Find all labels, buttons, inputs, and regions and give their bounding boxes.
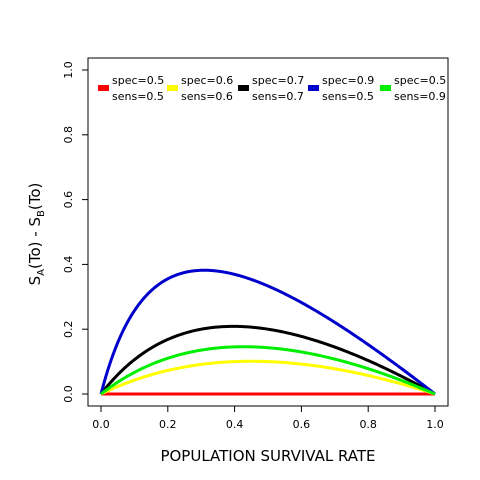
y-tick-label: 0.4 (62, 256, 75, 274)
y-tick-label: 0.0 (62, 385, 75, 403)
legend-entry-3: spec=0.7 sens=0.7 (238, 74, 304, 103)
legend: spec=0.5 sens=0.5 spec=0.6 sens=0.6 spec=0.7… (98, 74, 446, 103)
legend-sens-label: sens=0.6 (181, 90, 233, 103)
legend-spec-label: spec=0.7 (252, 74, 304, 87)
x-tick-label: 0.0 (92, 418, 110, 431)
x-axis-label: POPULATION SURVIVAL RATE (160, 447, 375, 465)
y-tick-label: 1.0 (62, 61, 75, 79)
x-tick-label: 0.4 (226, 418, 244, 431)
x-axis: 0.0 0.2 0.4 0.6 0.8 1.0 (92, 406, 444, 431)
series-lines (99, 268, 436, 396)
y-tick-label: 0.8 (62, 126, 75, 144)
series-line-4 (99, 268, 436, 396)
y-label-sub-a: A (36, 269, 47, 276)
series-line-2 (100, 359, 436, 396)
series-line-3 (99, 324, 436, 396)
legend-spec-label: spec=0.9 (322, 74, 374, 87)
y-label-suffix: (To) (26, 183, 44, 211)
legend-entry-5: spec=0.5 sens=0.9 (380, 74, 446, 103)
legend-sens-label: sens=0.5 (322, 90, 374, 103)
y-label-mid: (To) - S (26, 217, 44, 269)
y-tick-label: 0.6 (62, 191, 75, 209)
x-tick-label: 0.2 (159, 418, 177, 431)
legend-sens-label: sens=0.5 (112, 90, 164, 103)
y-label-prefix: S (26, 276, 44, 286)
x-tick-label: 1.0 (426, 418, 444, 431)
x-tick-label: 0.6 (293, 418, 311, 431)
legend-sens-label: sens=0.9 (394, 90, 446, 103)
y-label-sub-b: B (36, 210, 47, 217)
legend-spec-label: spec=0.5 (394, 74, 446, 87)
x-tick-label: 0.8 (359, 418, 377, 431)
legend-spec-label: spec=0.6 (181, 74, 233, 87)
y-tick-label: 0.2 (62, 320, 75, 338)
legend-entry-4: spec=0.9 sens=0.5 (308, 74, 374, 103)
y-axis: 0.0 0.2 0.4 0.6 0.8 1.0 (62, 61, 88, 403)
legend-entry-2: spec=0.6 sens=0.6 (167, 74, 233, 103)
plot-frame (87, 57, 449, 407)
legend-sens-label: sens=0.7 (252, 90, 304, 103)
y-axis-label: SA(To) - SB(To) (26, 183, 47, 286)
legend-spec-label: spec=0.5 (112, 74, 164, 87)
series-line-5 (100, 345, 436, 396)
legend-entry-1: spec=0.5 sens=0.5 (98, 74, 164, 103)
plot-border (87, 57, 449, 407)
